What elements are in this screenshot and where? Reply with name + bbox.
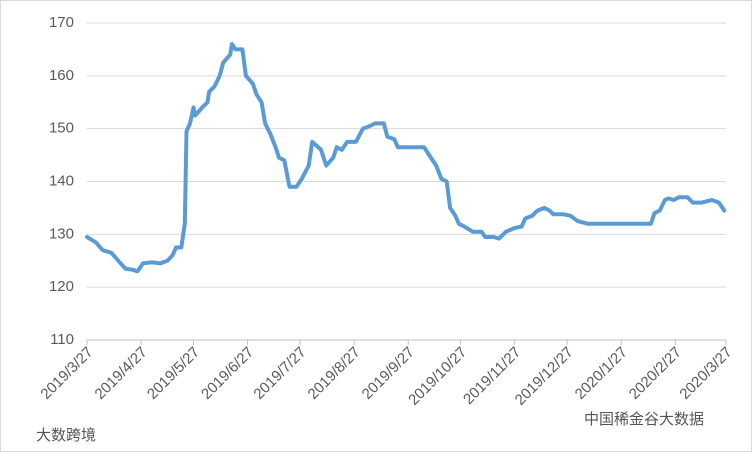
y-tick-label: 140: [49, 172, 74, 189]
watermark: 中国稀金谷大数据: [584, 411, 704, 428]
line: [85, 42, 727, 274]
y-tick-label: 110: [50, 331, 74, 348]
y-tick-label: 170: [49, 14, 74, 31]
y-tick-label: 130: [49, 225, 74, 242]
y-tick-label: 160: [49, 67, 74, 84]
y-tick-label: 120: [49, 278, 74, 295]
watermark: 大数跨境: [36, 426, 96, 444]
y-tick-label: 150: [49, 120, 74, 137]
